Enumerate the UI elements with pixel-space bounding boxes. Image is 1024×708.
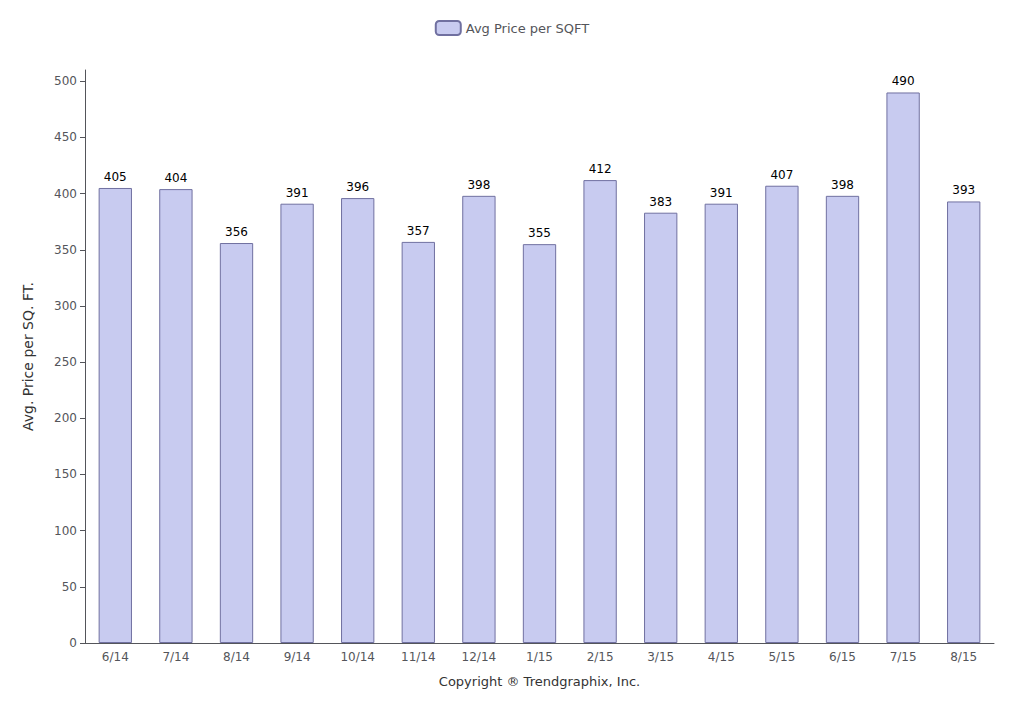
svg-text:357: 357	[407, 224, 430, 238]
svg-text:391: 391	[286, 186, 309, 200]
svg-text:8/15: 8/15	[950, 650, 977, 664]
svg-text:5/15: 5/15	[768, 650, 795, 664]
svg-text:7/14: 7/14	[162, 650, 189, 664]
svg-text:3/15: 3/15	[647, 650, 674, 664]
svg-text:200: 200	[54, 411, 77, 425]
svg-text:500: 500	[54, 74, 77, 88]
svg-text:396: 396	[346, 180, 369, 194]
svg-text:398: 398	[831, 178, 854, 192]
svg-text:6/14: 6/14	[102, 650, 129, 664]
svg-text:412: 412	[589, 162, 612, 176]
svg-text:355: 355	[528, 226, 551, 240]
svg-text:9/14: 9/14	[284, 650, 311, 664]
svg-text:405: 405	[104, 170, 127, 184]
svg-text:391: 391	[710, 186, 733, 200]
svg-text:0: 0	[69, 636, 77, 650]
svg-text:4/15: 4/15	[708, 650, 735, 664]
svg-text:150: 150	[54, 467, 77, 481]
svg-text:Copyright ® Trendgraphix, Inc.: Copyright ® Trendgraphix, Inc.	[439, 674, 640, 689]
svg-text:8/14: 8/14	[223, 650, 250, 664]
svg-text:1/15: 1/15	[526, 650, 553, 664]
svg-text:Avg Price per SQFT: Avg Price per SQFT	[466, 21, 590, 36]
svg-text:2/15: 2/15	[587, 650, 614, 664]
svg-text:398: 398	[467, 178, 490, 192]
svg-text:100: 100	[54, 524, 77, 538]
svg-text:383: 383	[649, 195, 672, 209]
svg-text:50: 50	[62, 580, 77, 594]
svg-text:407: 407	[770, 168, 793, 182]
svg-text:250: 250	[54, 355, 77, 369]
svg-text:400: 400	[54, 187, 77, 201]
svg-text:11/14: 11/14	[401, 650, 436, 664]
svg-text:356: 356	[225, 225, 248, 239]
svg-text:6/15: 6/15	[829, 650, 856, 664]
svg-text:7/15: 7/15	[890, 650, 917, 664]
svg-text:404: 404	[164, 171, 187, 185]
svg-text:350: 350	[54, 243, 77, 257]
svg-text:393: 393	[952, 183, 975, 197]
svg-text:450: 450	[54, 130, 77, 144]
svg-text:300: 300	[54, 299, 77, 313]
svg-text:Avg. Price per SQ. FT.: Avg. Price per SQ. FT.	[20, 282, 36, 431]
svg-text:10/14: 10/14	[340, 650, 375, 664]
svg-text:12/14: 12/14	[462, 650, 497, 664]
svg-text:490: 490	[892, 74, 915, 88]
